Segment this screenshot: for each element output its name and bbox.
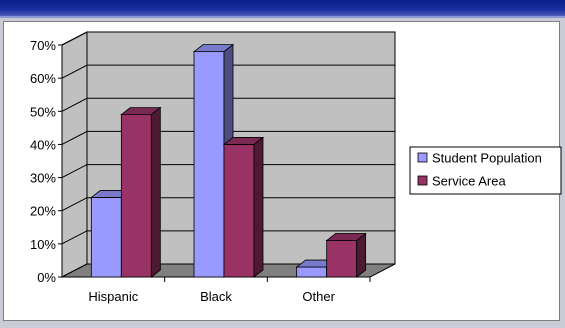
legend-item: Student Population (417, 151, 542, 166)
bar (192, 43, 235, 278)
y-tick-label: 50% (30, 104, 56, 119)
legend-swatch (417, 175, 428, 186)
gridline (61, 230, 395, 245)
bar-front (120, 114, 152, 278)
gridline (61, 164, 395, 179)
bar-front (193, 51, 225, 278)
bar-side (150, 106, 161, 278)
y-tick-label: 40% (30, 137, 56, 152)
bar-side (253, 136, 264, 278)
y-tick-label: 20% (30, 204, 56, 219)
bar-side (356, 232, 367, 278)
bar (222, 136, 265, 278)
bar-front (223, 144, 255, 278)
y-tick-label: 10% (30, 237, 56, 252)
gridline (61, 64, 395, 79)
legend-label: Service Area (432, 174, 506, 189)
x-tick-label: Hispanic (88, 289, 138, 304)
gridline (61, 31, 395, 46)
y-tick-label: 60% (30, 71, 56, 86)
legend-item: Service Area (417, 174, 506, 189)
bar (325, 232, 367, 278)
gridline (61, 97, 395, 112)
legend-swatch (417, 152, 428, 163)
legend-box (409, 146, 562, 195)
bar-front (296, 266, 328, 278)
y-tick-label: 30% (30, 171, 56, 186)
bar-front (326, 240, 358, 278)
y-tick-label: 0% (37, 270, 56, 285)
bar (120, 106, 162, 278)
gridline (61, 130, 395, 145)
gridline (61, 197, 395, 212)
side-wall (61, 31, 88, 278)
window-title-band (0, 0, 565, 18)
legend: Student Population Service Area (409, 146, 562, 195)
x-tick-label: Black (200, 289, 232, 304)
bar-front (90, 197, 122, 278)
legend-label: Student Population (432, 151, 542, 166)
x-tick-label: Other (302, 289, 335, 304)
y-tick-label: 70% (30, 38, 56, 53)
